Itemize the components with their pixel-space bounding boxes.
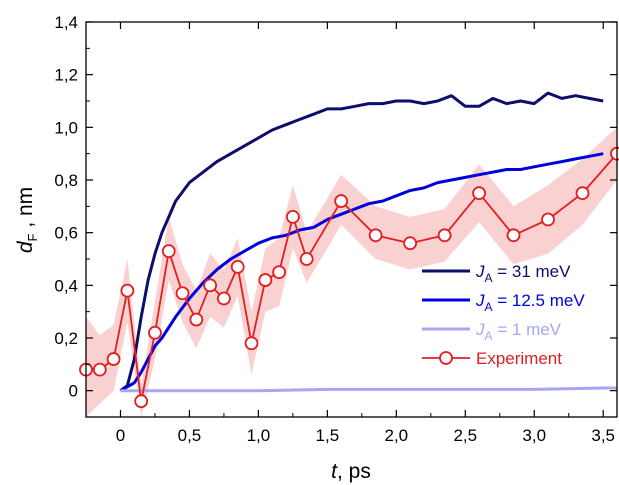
x-tick-label: 3,0 bbox=[522, 426, 546, 445]
experiment-point bbox=[272, 265, 286, 280]
series-line-1 bbox=[119, 152, 604, 393]
experiment-point bbox=[575, 186, 590, 201]
experiment-point bbox=[230, 259, 245, 274]
y-tick-label: 0,2 bbox=[54, 329, 78, 348]
legend: JA = 31 meV JA = 12.5 meV JA = 1 meV Experi… bbox=[422, 262, 585, 368]
axes-layer: 0 0,5 1,0 1,5 2,0 2,5 3,0 3,5 0 0,2 0,4 0,6 0,8 1,0 1,… bbox=[54, 13, 617, 445]
y-tick-label: 0,6 bbox=[54, 224, 78, 243]
legend-label: JA = 12.5 meV bbox=[475, 291, 585, 314]
legend-label: JA = 1 meV bbox=[475, 320, 562, 343]
x-tick-label: 2,0 bbox=[385, 426, 409, 445]
x-tick-label: 2,5 bbox=[453, 426, 477, 445]
legend-marker bbox=[439, 351, 453, 365]
x-tick-label: 0 bbox=[116, 426, 125, 445]
experiment-point bbox=[299, 252, 314, 266]
plot-frame bbox=[85, 21, 618, 418]
experiment-point bbox=[403, 236, 418, 251]
experiment-point bbox=[368, 228, 383, 243]
y-tick-label: 0,8 bbox=[54, 171, 78, 190]
y-tick-label: 1,0 bbox=[54, 118, 78, 137]
x-axis-title: t, ps bbox=[331, 460, 371, 483]
experiment-point bbox=[134, 394, 149, 409]
series-line-3 bbox=[86, 153, 617, 403]
experiment-point bbox=[189, 312, 204, 327]
y-tick-label: 0 bbox=[69, 382, 78, 401]
y-axis-title: dF , nm bbox=[14, 187, 40, 253]
series-line-0 bbox=[119, 91, 604, 392]
experiment-point bbox=[472, 186, 486, 201]
experiment-point bbox=[506, 228, 521, 243]
y-tick-label: 1,4 bbox=[54, 13, 78, 32]
marker-layer bbox=[79, 146, 619, 409]
experiment-point bbox=[244, 336, 259, 351]
experiment-point bbox=[610, 146, 619, 161]
y-tick-label: 0,4 bbox=[54, 276, 78, 295]
experiment-point bbox=[161, 244, 176, 259]
legend-label: JA = 31 meV bbox=[475, 262, 571, 285]
legend-label: Experiment bbox=[476, 349, 562, 368]
series-layer bbox=[86, 91, 617, 403]
experiment-point bbox=[175, 286, 190, 301]
x-tick-label: 0,5 bbox=[178, 426, 202, 445]
experiment-point bbox=[148, 325, 162, 340]
experiment-point bbox=[285, 209, 300, 224]
experiment-point bbox=[334, 194, 349, 208]
series-line-2 bbox=[120, 386, 617, 393]
experiment-point bbox=[541, 212, 555, 227]
y-tick-label: 1,2 bbox=[54, 66, 78, 85]
experiment-point bbox=[258, 273, 273, 287]
x-tick-label: 3,5 bbox=[591, 426, 615, 445]
experiment-point bbox=[106, 352, 121, 366]
x-tick-label: 1,0 bbox=[247, 426, 271, 445]
experiment-point bbox=[120, 283, 135, 298]
experiment-point bbox=[217, 291, 231, 306]
experiment-point bbox=[92, 362, 107, 377]
x-tick-label: 1,5 bbox=[316, 426, 340, 445]
experiment-point bbox=[437, 228, 452, 243]
experiment-point bbox=[203, 278, 218, 293]
